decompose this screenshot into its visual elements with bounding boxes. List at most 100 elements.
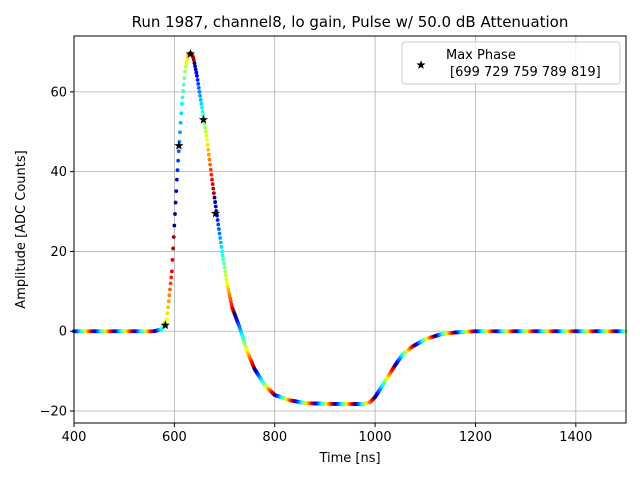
pulse-point [206,152,211,157]
pulse-point [174,189,179,194]
pulse-point [184,61,189,66]
pulse-point [210,177,214,182]
pulse-point [228,296,233,301]
x-tick-label: 1200 [459,430,492,445]
y-tick-label: 0 [59,325,67,340]
pulse-point [169,269,174,274]
pulse-point [222,261,226,266]
x-tick-label: 600 [162,430,187,445]
pulse-point [172,223,177,228]
plot-frame [73,35,627,424]
pulse-point [219,245,224,249]
max-phase-star [174,140,184,150]
x-axis-label: Time [ns] [318,451,380,466]
pulse-point [213,204,218,209]
x-tick-label: 800 [262,430,287,445]
pulse-curve-points [72,50,628,407]
pulse-point [203,125,208,130]
y-axis-label: Amplitude [ADC Counts] [14,150,29,308]
pulse-point [227,293,232,298]
pulse-point [208,162,213,167]
y-tick-label: 20 [50,245,67,260]
pulse-point [176,149,181,154]
pulse-point [171,246,176,251]
pulse-point [210,182,215,187]
legend: Max Phase [699 729 759 789 819] [401,41,621,85]
pulse-point [200,105,204,110]
grid-lines [73,36,626,423]
pulse-point [193,67,198,72]
pulse-point [195,77,200,82]
pulse-point [215,218,220,222]
x-tick-label: 1000 [359,430,392,445]
pulse-point [198,93,202,98]
pulse-point [200,109,205,114]
pulse-point [211,191,216,195]
pulse-point [208,167,213,172]
pulse-point [227,290,231,295]
pulse-point [199,101,204,106]
legend-box [401,41,621,85]
pulse-point [223,269,228,274]
pulse-point [168,281,173,286]
pulse-point [193,64,197,69]
pulse-point [221,257,226,262]
pulse-point [185,59,189,63]
max-phase-markers [160,49,221,330]
x-tick-label: 400 [62,430,87,445]
pulse-point [194,70,199,75]
y-tick-label: 40 [50,165,67,180]
pulse-point [216,222,221,227]
pulse-point [165,311,170,316]
pulse-point [205,142,210,147]
pulse-point [174,177,179,182]
pulse-point [198,97,203,102]
pulse-point [226,287,231,292]
pulse-point [173,212,177,216]
pulse-point [196,81,201,86]
pulse-point [203,129,208,134]
pulse-point [224,277,229,282]
pulse-point [228,299,233,304]
legend-star-icon [416,60,426,69]
legend-label-values: [699 729 759 789 819] [450,65,601,80]
axis-ticks: 400 600 800 1000 1200 1400 −20 0 20 40 60 [40,85,593,445]
legend-label: Max Phase [446,48,516,63]
pulse-point [173,200,178,205]
pulse-point [222,265,227,270]
max-phase-star [210,208,221,218]
pulse-point [195,74,199,78]
pulse-point [220,253,225,258]
pulse-point [218,236,223,240]
pulse-point [205,137,209,142]
pulse-point [217,231,222,236]
max-phase-star [185,49,195,58]
pulse-point [183,69,187,74]
pulse-point [207,157,212,162]
pulse-point [178,120,183,125]
pulse-point [178,130,182,135]
pulse-point [206,147,211,152]
pulse-point [213,200,218,204]
pulse-point [211,186,216,191]
pulse-point [192,61,197,65]
pulse-point [197,89,202,94]
pulse-point [209,172,214,177]
pulse-point [166,299,171,304]
pulse-point [164,317,169,322]
pulse-point [179,111,184,116]
pulse-point [167,293,172,298]
pulse-point [191,57,196,62]
chart-title: Run 1987, channel8, lo gain, Pulse w/ 50… [132,13,569,31]
pulse-point [170,258,175,262]
pulse-point [179,101,184,106]
pulse-point [175,168,180,173]
pulse-point [220,249,224,254]
pulse-point [171,235,176,239]
pulse-point [183,64,188,69]
pulse-point [168,287,172,292]
max-phase-star [198,114,209,124]
y-tick-label: 60 [50,85,67,100]
x-tick-label: 1400 [559,430,592,445]
